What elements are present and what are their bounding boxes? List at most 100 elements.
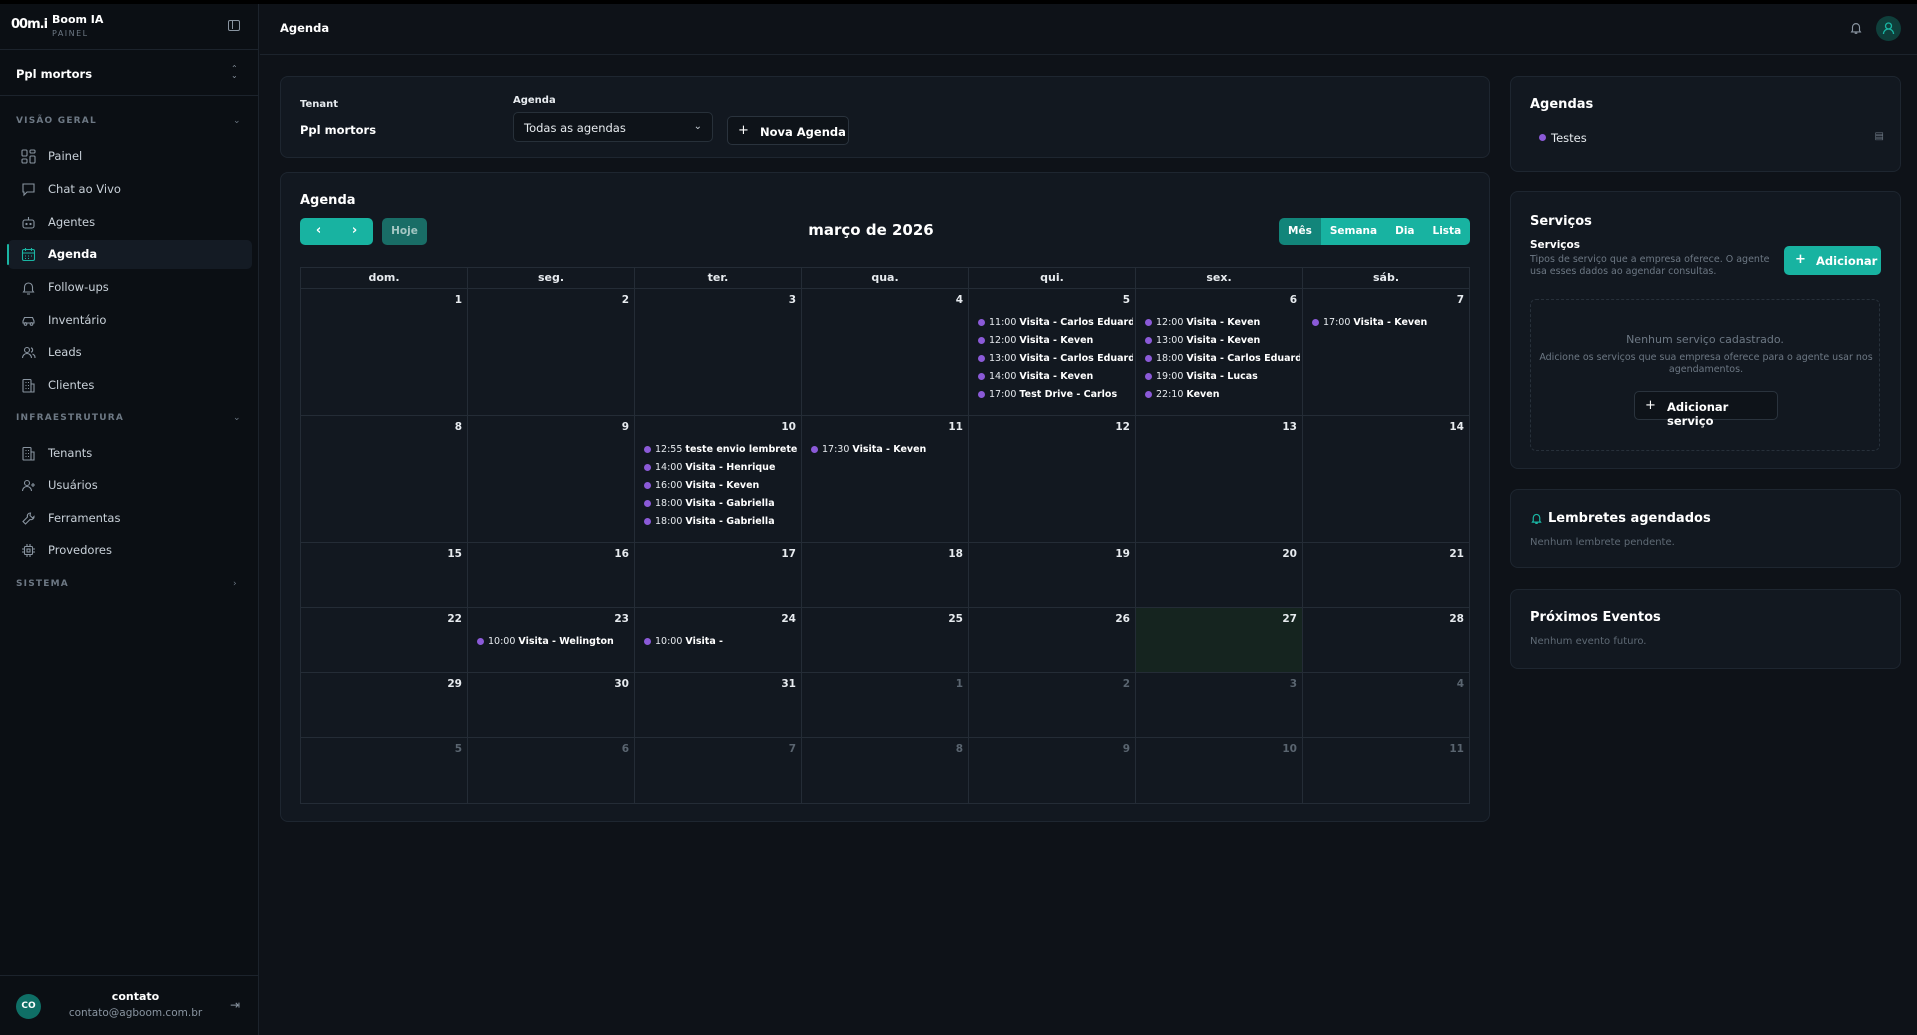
add-service-top-button[interactable]: + Adicionar bbox=[1784, 246, 1881, 275]
day-number[interactable]: 30 bbox=[614, 678, 629, 690]
day-cell[interactable]: 2 bbox=[468, 289, 635, 415]
day-cell[interactable]: 26 bbox=[969, 608, 1136, 672]
day-cell[interactable]: 24 10:00 Visita - bbox=[635, 608, 802, 672]
day-number[interactable]: 12 bbox=[1115, 421, 1130, 433]
day-number[interactable]: 28 bbox=[1449, 613, 1464, 625]
chevron-down-icon[interactable]: ⌄ bbox=[233, 413, 241, 423]
user-avatar-button[interactable] bbox=[1876, 16, 1901, 41]
sidebar-toggle-icon[interactable] bbox=[228, 20, 240, 31]
day-number[interactable]: 15 bbox=[447, 548, 462, 560]
day-cell[interactable]: 8 bbox=[802, 738, 969, 803]
calendar-event[interactable]: 10:00 Visita - Welington bbox=[477, 633, 632, 651]
new-agenda-button[interactable]: + Nova Agenda bbox=[727, 116, 849, 145]
day-number[interactable]: 8 bbox=[955, 743, 963, 755]
day-number[interactable]: 3 bbox=[788, 294, 796, 306]
day-cell[interactable]: 28 bbox=[1303, 608, 1469, 672]
day-number[interactable]: 27 bbox=[1282, 613, 1297, 625]
day-cell[interactable]: 9 bbox=[468, 416, 635, 542]
day-number[interactable]: 6 bbox=[1289, 294, 1297, 306]
day-number[interactable]: 2 bbox=[621, 294, 629, 306]
sidebar-item-chat-ao-vivo[interactable]: Chat ao Vivo bbox=[8, 175, 252, 204]
day-number[interactable]: 31 bbox=[781, 678, 796, 690]
day-cell[interactable]: 23 10:00 Visita - Welington bbox=[468, 608, 635, 672]
day-cell[interactable]: 7 17:00 Visita - Keven bbox=[1303, 289, 1469, 415]
day-number[interactable]: 17 bbox=[781, 548, 796, 560]
view-day-button[interactable]: Dia bbox=[1386, 218, 1424, 245]
day-number[interactable]: 29 bbox=[447, 678, 462, 690]
day-cell[interactable]: 14 bbox=[1303, 416, 1469, 542]
calendar-event[interactable]: 14:00 Visita - Keven bbox=[978, 368, 1133, 386]
section-infra[interactable]: INFRAESTRUTURA bbox=[16, 413, 125, 423]
day-cell[interactable]: 16 bbox=[468, 543, 635, 607]
calendar-event[interactable]: 13:00 Visita - Carlos Eduardo bbox=[978, 350, 1133, 368]
day-cell[interactable]: 10 bbox=[1136, 738, 1303, 803]
calendar-event[interactable]: 17:00 Test Drive - Carlos bbox=[978, 386, 1133, 404]
day-cell[interactable]: 5 11:00 Visita - Carlos Eduardo 12:00 Visi… bbox=[969, 289, 1136, 415]
calendar-event[interactable]: 18:00 Visita - Gabriella bbox=[644, 495, 799, 513]
day-number[interactable]: 6 bbox=[621, 743, 629, 755]
day-cell[interactable]: 6 12:00 Visita - Keven 13:00 Visita - Keve… bbox=[1136, 289, 1303, 415]
calendar-event[interactable]: 11:00 Visita - Carlos Eduardo bbox=[978, 314, 1133, 332]
day-number[interactable]: 11 bbox=[948, 421, 963, 433]
sidebar-item-provedores[interactable]: Provedores bbox=[8, 536, 252, 565]
day-cell[interactable]: 17 bbox=[635, 543, 802, 607]
day-cell[interactable]: 3 bbox=[635, 289, 802, 415]
day-number[interactable]: 5 bbox=[1122, 294, 1130, 306]
day-number[interactable]: 7 bbox=[788, 743, 796, 755]
day-number[interactable]: 14 bbox=[1449, 421, 1464, 433]
sidebar-item-follow-ups[interactable]: Follow-ups bbox=[8, 273, 252, 302]
day-cell[interactable]: 21 bbox=[1303, 543, 1469, 607]
section-overview[interactable]: VISÃO GERAL bbox=[16, 116, 97, 126]
day-number[interactable]: 5 bbox=[454, 743, 462, 755]
sidebar-item-agenda[interactable]: Agenda bbox=[7, 240, 252, 269]
sidebar-item-leads[interactable]: Leads bbox=[8, 338, 252, 367]
chevron-right-icon[interactable]: › bbox=[233, 579, 237, 589]
day-cell[interactable]: 10 12:55 teste envio lembrete 14:00 Visita… bbox=[635, 416, 802, 542]
calendar-event[interactable]: 16:00 Visita - Keven bbox=[644, 477, 799, 495]
sidebar-item-usu-rios[interactable]: Usuários bbox=[8, 471, 252, 500]
day-number[interactable]: 3 bbox=[1289, 678, 1297, 690]
day-number[interactable]: 23 bbox=[614, 613, 629, 625]
calendar-event[interactable]: 12:00 Visita - Keven bbox=[978, 332, 1133, 350]
day-cell[interactable]: 20 bbox=[1136, 543, 1303, 607]
day-number[interactable]: 8 bbox=[454, 421, 462, 433]
day-number[interactable]: 9 bbox=[621, 421, 629, 433]
sidebar-item-clientes[interactable]: Clientes bbox=[8, 371, 252, 400]
day-cell[interactable]: 22 bbox=[301, 608, 468, 672]
day-number[interactable]: 16 bbox=[614, 548, 629, 560]
tenant-switcher[interactable]: Ppl mortors ⌃ ⌄ bbox=[0, 51, 259, 96]
day-number[interactable]: 26 bbox=[1115, 613, 1130, 625]
day-number[interactable]: 1 bbox=[955, 678, 963, 690]
logout-icon[interactable]: ⇥ bbox=[230, 998, 241, 1012]
trash-icon[interactable]: ▤ bbox=[1874, 131, 1884, 142]
day-cell[interactable]: 15 bbox=[301, 543, 468, 607]
day-number[interactable]: 4 bbox=[955, 294, 963, 306]
day-number[interactable]: 11 bbox=[1449, 743, 1464, 755]
sidebar-item-tenants[interactable]: Tenants bbox=[8, 439, 252, 468]
day-cell[interactable]: 13 bbox=[1136, 416, 1303, 542]
day-number[interactable]: 25 bbox=[948, 613, 963, 625]
view-month-button[interactable]: Mês bbox=[1279, 218, 1321, 245]
day-number[interactable]: 22 bbox=[447, 613, 462, 625]
day-cell[interactable]: 18 bbox=[802, 543, 969, 607]
calendar-event[interactable]: 17:00 Visita - Keven bbox=[1312, 314, 1467, 332]
day-cell[interactable]: 9 bbox=[969, 738, 1136, 803]
sidebar-item-ferramentas[interactable]: Ferramentas bbox=[8, 504, 252, 533]
day-cell[interactable]: 4 bbox=[802, 289, 969, 415]
view-week-button[interactable]: Semana bbox=[1320, 218, 1387, 245]
day-number[interactable]: 21 bbox=[1449, 548, 1464, 560]
day-number[interactable]: 13 bbox=[1282, 421, 1297, 433]
calendar-event[interactable]: 18:00 Visita - Gabriella bbox=[644, 513, 799, 531]
day-cell[interactable]: 3 bbox=[1136, 673, 1303, 737]
day-number[interactable]: 10 bbox=[1282, 743, 1297, 755]
day-number[interactable]: 4 bbox=[1456, 678, 1464, 690]
day-number[interactable]: 18 bbox=[948, 548, 963, 560]
day-cell[interactable]: 12 bbox=[969, 416, 1136, 542]
calendar-event[interactable]: 18:00 Visita - Carlos Eduardo bbox=[1145, 350, 1300, 368]
day-cell[interactable]: 30 bbox=[468, 673, 635, 737]
calendar-event[interactable]: 19:00 Visita - Lucas bbox=[1145, 368, 1300, 386]
prev-month-button[interactable]: ‹ bbox=[300, 218, 337, 245]
day-cell[interactable]: 1 bbox=[802, 673, 969, 737]
day-cell[interactable]: 25 bbox=[802, 608, 969, 672]
day-cell[interactable]: 29 bbox=[301, 673, 468, 737]
